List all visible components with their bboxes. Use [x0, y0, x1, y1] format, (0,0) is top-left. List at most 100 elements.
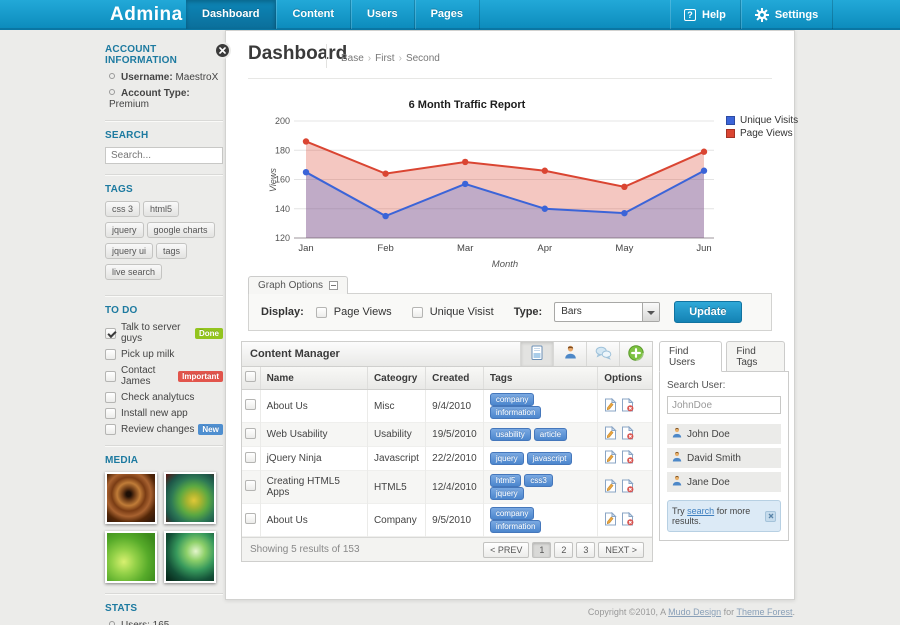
row-tag-usability[interactable]: usability — [489, 428, 531, 441]
svg-text:180: 180 — [275, 145, 290, 155]
tag-html5[interactable]: html5 — [143, 201, 180, 217]
todo-checkbox[interactable] — [105, 392, 116, 403]
tag-live-search[interactable]: live search — [105, 264, 163, 280]
page-button--prev[interactable]: < PREV — [483, 541, 530, 558]
notice-close-icon[interactable] — [765, 510, 776, 522]
row-checkbox[interactable] — [245, 427, 257, 439]
close-icon[interactable] — [214, 42, 231, 59]
search-user-input[interactable] — [667, 396, 781, 414]
edit-icon[interactable] — [604, 425, 617, 443]
user-result[interactable]: Jane Doe — [667, 472, 781, 492]
table-row[interactable]: jQuery Ninja Javascript 22/2/2010 jquery jav… — [242, 446, 652, 471]
theme-forest-link[interactable]: Theme Forest — [736, 607, 793, 617]
unique-visits-checkbox-label: Unique Visist — [429, 306, 494, 318]
chart-type-select[interactable]: Bars — [554, 302, 661, 322]
todo-checkbox[interactable] — [105, 327, 116, 339]
column-header[interactable]: Name — [259, 367, 368, 390]
table-row[interactable]: Creating HTML5 Apps HTML5 12/4/2010 html5 cs… — [242, 470, 652, 504]
column-header[interactable]: Cateogry — [366, 367, 426, 390]
row-tag-javascript[interactable]: javascript — [526, 452, 573, 465]
edit-icon[interactable] — [604, 397, 617, 415]
delete-icon[interactable] — [621, 478, 634, 496]
help-button[interactable]: Help — [670, 0, 741, 29]
user-result[interactable]: John Doe — [667, 424, 781, 444]
type-label: Type: — [513, 306, 543, 318]
add-tool-button[interactable] — [619, 342, 652, 366]
edit-icon[interactable] — [604, 449, 617, 467]
todo-label: Check analytucs — [121, 392, 195, 403]
nav-item-content[interactable]: Content — [276, 0, 352, 29]
nav-item-users[interactable]: Users — [351, 0, 415, 29]
tag-jquery-ui[interactable]: jquery ui — [105, 243, 154, 259]
media-thumbnail[interactable] — [105, 472, 157, 524]
row-tag-html5[interactable]: html5 — [489, 474, 522, 487]
row-checkbox[interactable] — [245, 399, 257, 410]
edit-icon[interactable] — [604, 511, 617, 529]
todo-checkbox[interactable] — [105, 424, 116, 435]
todo-list: Talk to server guys Done Pick up milk Conta… — [105, 322, 223, 435]
users-tool-button[interactable] — [553, 342, 586, 366]
mudo-design-link[interactable]: Mudo Design — [668, 607, 722, 617]
breadcrumb-item[interactable]: Base — [341, 53, 364, 64]
delete-icon[interactable] — [621, 425, 634, 443]
delete-icon[interactable] — [621, 397, 634, 415]
page-button-3[interactable]: 3 — [576, 541, 596, 558]
comments-tool-button[interactable] — [586, 342, 619, 366]
todo-checkbox[interactable] — [105, 349, 116, 360]
user-result[interactable]: David Smith — [667, 448, 781, 468]
row-tag-css3[interactable]: css3 — [524, 474, 553, 487]
row-tags: html5 css3jquery — [482, 470, 598, 504]
page-views-checkbox[interactable] — [315, 306, 327, 318]
chart-legend: Unique Visits Page Views — [726, 115, 798, 141]
collapse-icon — [329, 281, 339, 290]
delete-icon[interactable] — [621, 449, 634, 467]
media-thumbnail[interactable] — [164, 472, 216, 524]
content-table-head: Name Cateogry Created Tags Options — [242, 367, 652, 390]
unique-visits-checkbox[interactable] — [411, 306, 423, 318]
edit-icon[interactable] — [604, 478, 617, 496]
media-thumbnail[interactable] — [164, 531, 216, 583]
row-tag-company[interactable]: company — [489, 393, 535, 406]
table-row[interactable]: About Us Company 9/5/2010 companyinformatio… — [242, 503, 652, 537]
graph-options-tab[interactable]: Graph Options — [248, 276, 349, 294]
breadcrumb-item[interactable]: First — [375, 53, 395, 64]
tag-tags[interactable]: tags — [156, 243, 188, 259]
tab-find-users[interactable]: Find Users — [659, 341, 723, 372]
breadcrumb-item[interactable]: Second — [405, 53, 440, 64]
row-tag-company[interactable]: company — [489, 507, 535, 520]
row-tag-article[interactable]: article — [533, 428, 568, 441]
nav-item-dashboard[interactable]: Dashboard — [186, 0, 277, 29]
search-input[interactable] — [105, 147, 223, 164]
row-tag-jquery[interactable]: jquery — [489, 487, 524, 500]
page-button-1[interactable]: 1 — [532, 541, 552, 558]
row-checkbox[interactable] — [245, 451, 257, 463]
select-all-checkbox[interactable] — [245, 371, 257, 382]
row-checkbox[interactable] — [245, 480, 257, 491]
column-header[interactable]: Created — [425, 367, 484, 390]
table-row[interactable]: About Us Misc 9/4/2010 companyinformation — [242, 389, 652, 423]
svg-text:200: 200 — [275, 116, 290, 126]
page-button-2[interactable]: 2 — [554, 541, 574, 558]
search-link[interactable]: search — [687, 506, 715, 516]
table-row[interactable]: Web Usability Usability 19/5/2010 usability… — [242, 422, 652, 447]
delete-icon[interactable] — [621, 511, 634, 529]
row-tag-information[interactable]: information — [489, 520, 542, 533]
media-thumbnail[interactable] — [105, 531, 157, 583]
nav-item-pages[interactable]: Pages — [415, 0, 481, 29]
row-tags: companyinformation — [482, 389, 598, 423]
row-tag-jquery[interactable]: jquery — [489, 452, 524, 465]
todo-checkbox[interactable] — [105, 408, 116, 419]
tag-css-3[interactable]: css 3 — [105, 201, 141, 217]
pages-tool-button[interactable] — [520, 342, 553, 366]
column-header[interactable]: Tags — [482, 367, 598, 390]
tag-google-charts[interactable]: google charts — [146, 222, 215, 238]
update-button[interactable]: Update — [674, 301, 742, 323]
page-button-next-[interactable]: NEXT > — [598, 541, 644, 558]
row-tag-information[interactable]: information — [489, 406, 542, 419]
settings-button[interactable]: Settings — [741, 0, 834, 29]
todo-checkbox[interactable] — [105, 370, 116, 382]
row-checkbox[interactable] — [245, 513, 257, 524]
tag-jquery[interactable]: jquery — [105, 222, 144, 238]
column-header[interactable]: Options — [597, 367, 652, 390]
tab-find-tags[interactable]: Find Tags — [726, 341, 785, 372]
